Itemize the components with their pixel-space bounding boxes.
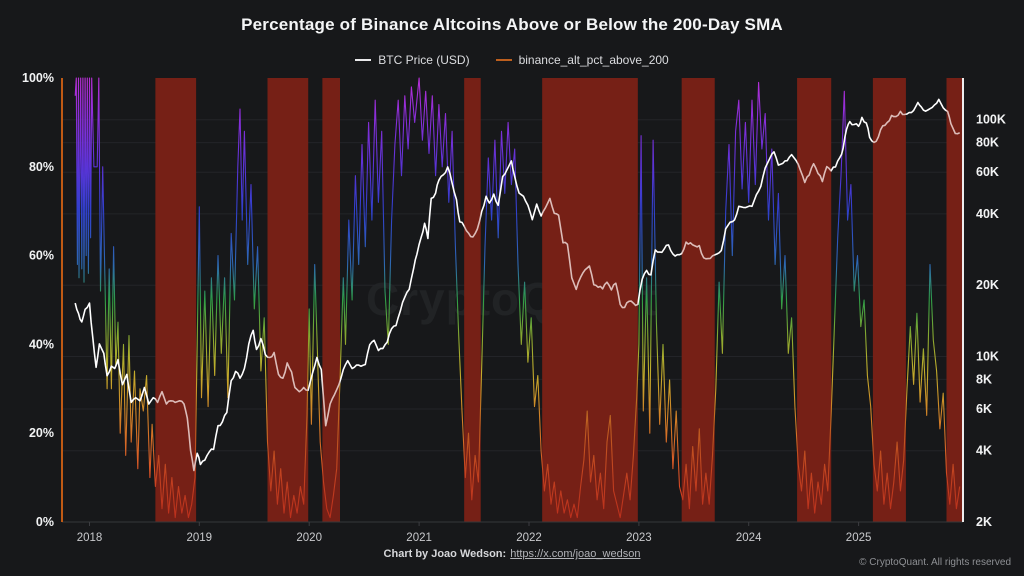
left-axis-label: 60% (29, 249, 54, 263)
sma-band (322, 78, 340, 522)
sma-band (542, 78, 638, 522)
sma-band (464, 78, 481, 522)
right-axis-label: 40K (976, 207, 999, 221)
sma-band-tint (267, 78, 309, 522)
legend: BTC Price (USD) binance_alt_pct_above_20… (0, 53, 1024, 67)
x-axis-label: 2023 (626, 532, 652, 544)
right-axis-label: 60K (976, 165, 999, 179)
left-axis-label: 40% (29, 337, 54, 351)
sma-band (155, 78, 197, 522)
right-axis-label: 100K (976, 113, 1006, 127)
alt-pct-line (74, 77, 961, 519)
sma-band (946, 78, 963, 522)
sma-band-tint (464, 78, 481, 522)
right-axis-label: 4K (976, 444, 992, 458)
right-axis-label: 20K (976, 278, 999, 292)
x-axis-label: 2018 (77, 532, 103, 544)
legend-label-alt-pct: binance_alt_pct_above_200 (518, 53, 669, 67)
alt-pct-series-dash-icon (495, 59, 512, 61)
sma-band-tint (797, 78, 832, 522)
legend-item-alt-pct[interactable]: binance_alt_pct_above_200 (495, 53, 669, 67)
credit-link[interactable]: https://x.com/joao_wedson (510, 548, 641, 560)
right-axis-label: 8K (976, 372, 992, 386)
left-axis-label: 80% (29, 160, 54, 174)
copyright-notice: © CryptoQuant. All rights reserved (859, 557, 1011, 568)
x-axis-label: 2020 (296, 532, 322, 544)
legend-label-btc-price: BTC Price (USD) (378, 53, 470, 67)
sma-band-tint (946, 78, 963, 522)
sma-band-tint (872, 78, 906, 522)
left-axis-label: 20% (29, 426, 54, 440)
x-axis-label: 2021 (406, 532, 432, 544)
sma-band-tint (155, 78, 197, 522)
btc-series-dash-icon (355, 59, 372, 61)
sma-band-tint (322, 78, 340, 522)
right-axis-label: 80K (976, 136, 999, 150)
x-axis-label: 2024 (736, 532, 762, 544)
legend-item-btc-price[interactable]: BTC Price (USD) (355, 53, 470, 67)
left-axis-label: 100% (22, 71, 54, 85)
btc-price-line (74, 98, 961, 472)
x-axis-label: 2022 (516, 532, 542, 544)
right-axis-label: 10K (976, 350, 999, 364)
right-axis-label: 2K (976, 515, 992, 529)
credit-author: Chart by Joao Wedson: (383, 548, 507, 560)
right-axis-label: 6K (976, 402, 992, 416)
sma-band-tint (542, 78, 638, 522)
sma-band-tint (681, 78, 715, 522)
left-axis-label: 0% (36, 515, 54, 529)
x-axis-label: 2019 (187, 532, 213, 544)
sma-band (797, 78, 832, 522)
chart-title: Percentage of Binance Altcoins Above or … (241, 15, 783, 34)
x-axis-label: 2025 (846, 532, 872, 544)
sma-band (267, 78, 309, 522)
sma-band (872, 78, 906, 522)
chart-credit: Chart by Joao Wedson: https://x.com/joao_… (0, 548, 1024, 560)
